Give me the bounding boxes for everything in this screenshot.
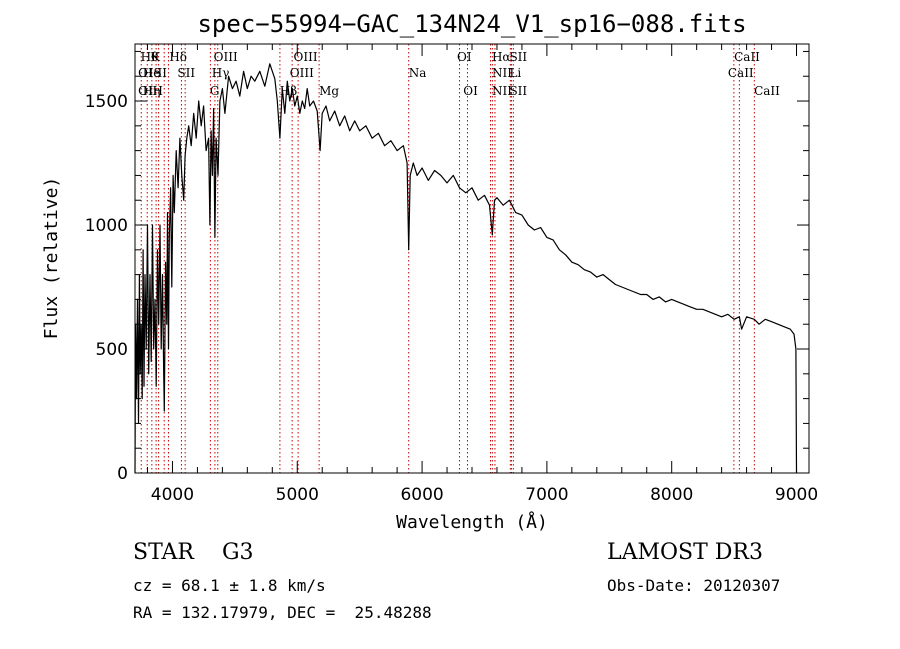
redshift-cz: cz = 68.1 ± 1.8 km/s xyxy=(133,576,326,595)
line-label-18: Mg xyxy=(319,84,339,98)
line-label-27: SII xyxy=(509,84,527,98)
line-label-26: NII xyxy=(492,84,512,98)
y-tick-label-0: 0 xyxy=(117,464,128,484)
x-tick-label-8000: 8000 xyxy=(650,485,693,505)
ra-dec: RA = 132.17979, DEC = 25.48288 xyxy=(133,603,432,622)
chart-title: spec−55994−GAC_134N24_V1_sp16−088.fits xyxy=(197,10,746,38)
line-label-24: NII xyxy=(492,66,512,80)
x-tick-label-9000: 9000 xyxy=(775,485,818,505)
line-label-12: OIII xyxy=(214,50,238,64)
line-label-1: K xyxy=(151,50,161,64)
spectrum-series xyxy=(134,63,798,474)
line-label-10: Hδ xyxy=(169,50,187,64)
spectrum-chart: spec−55994−GAC_134N24_V1_sp16−088.fits H… xyxy=(41,10,818,533)
plot-frame xyxy=(134,43,810,474)
line-label-0: Hθ xyxy=(141,50,159,64)
survey-name: LAMOST DR3 xyxy=(607,540,763,565)
y-tick-label-500: 500 xyxy=(96,340,128,360)
line-label-13: Hγ xyxy=(212,66,230,80)
line-label-29: CaII xyxy=(728,66,754,80)
x-tick-label-5000: 5000 xyxy=(276,485,319,505)
line-label-8: Hη xyxy=(143,84,161,98)
line-label-3: He xyxy=(143,66,161,80)
x-axis-label: Wavelength (Å) xyxy=(396,511,548,533)
line-label-2: OI xyxy=(138,66,153,80)
line-label-5: S xyxy=(153,66,161,80)
x-tick-label-6000: 6000 xyxy=(400,485,443,505)
line-label-20: OI xyxy=(457,50,472,64)
x-tick-label-7000: 7000 xyxy=(525,485,568,505)
line-label-16: OIII xyxy=(290,66,314,80)
line-label-25: Li xyxy=(509,66,521,80)
line-label-11: SII xyxy=(177,66,195,80)
line-label-23: SII xyxy=(509,50,527,64)
spectral-line-markers xyxy=(140,44,755,473)
line-label-22: Hα xyxy=(492,50,511,64)
line-label-7: OI xyxy=(138,84,153,98)
line-label-6: II xyxy=(157,66,167,80)
y-tick-label-1500: 1500 xyxy=(85,92,128,112)
line-label-15: OIII xyxy=(294,50,318,64)
line-label-4: I xyxy=(149,66,154,80)
line-label-28: CaII xyxy=(734,50,760,64)
y-axis-label: Flux (relative) xyxy=(41,177,62,340)
flux-line xyxy=(134,63,798,474)
y-tick-label-1000: 1000 xyxy=(85,216,128,236)
line-label-21: OI xyxy=(463,84,478,98)
axes: 4000 5000 6000 7000 8000 9000 0 500 1000 1500 xyxy=(85,43,818,505)
line-label-14: G xyxy=(210,84,220,98)
star-class: STAR G3 xyxy=(133,540,254,565)
line-label-30: CaII xyxy=(754,84,780,98)
observation-date: Obs-Date: 20120307 xyxy=(607,576,781,595)
line-label-9: H xyxy=(152,84,162,98)
line-label-19: Na xyxy=(409,66,427,80)
x-tick-label-4000: 4000 xyxy=(151,485,194,505)
